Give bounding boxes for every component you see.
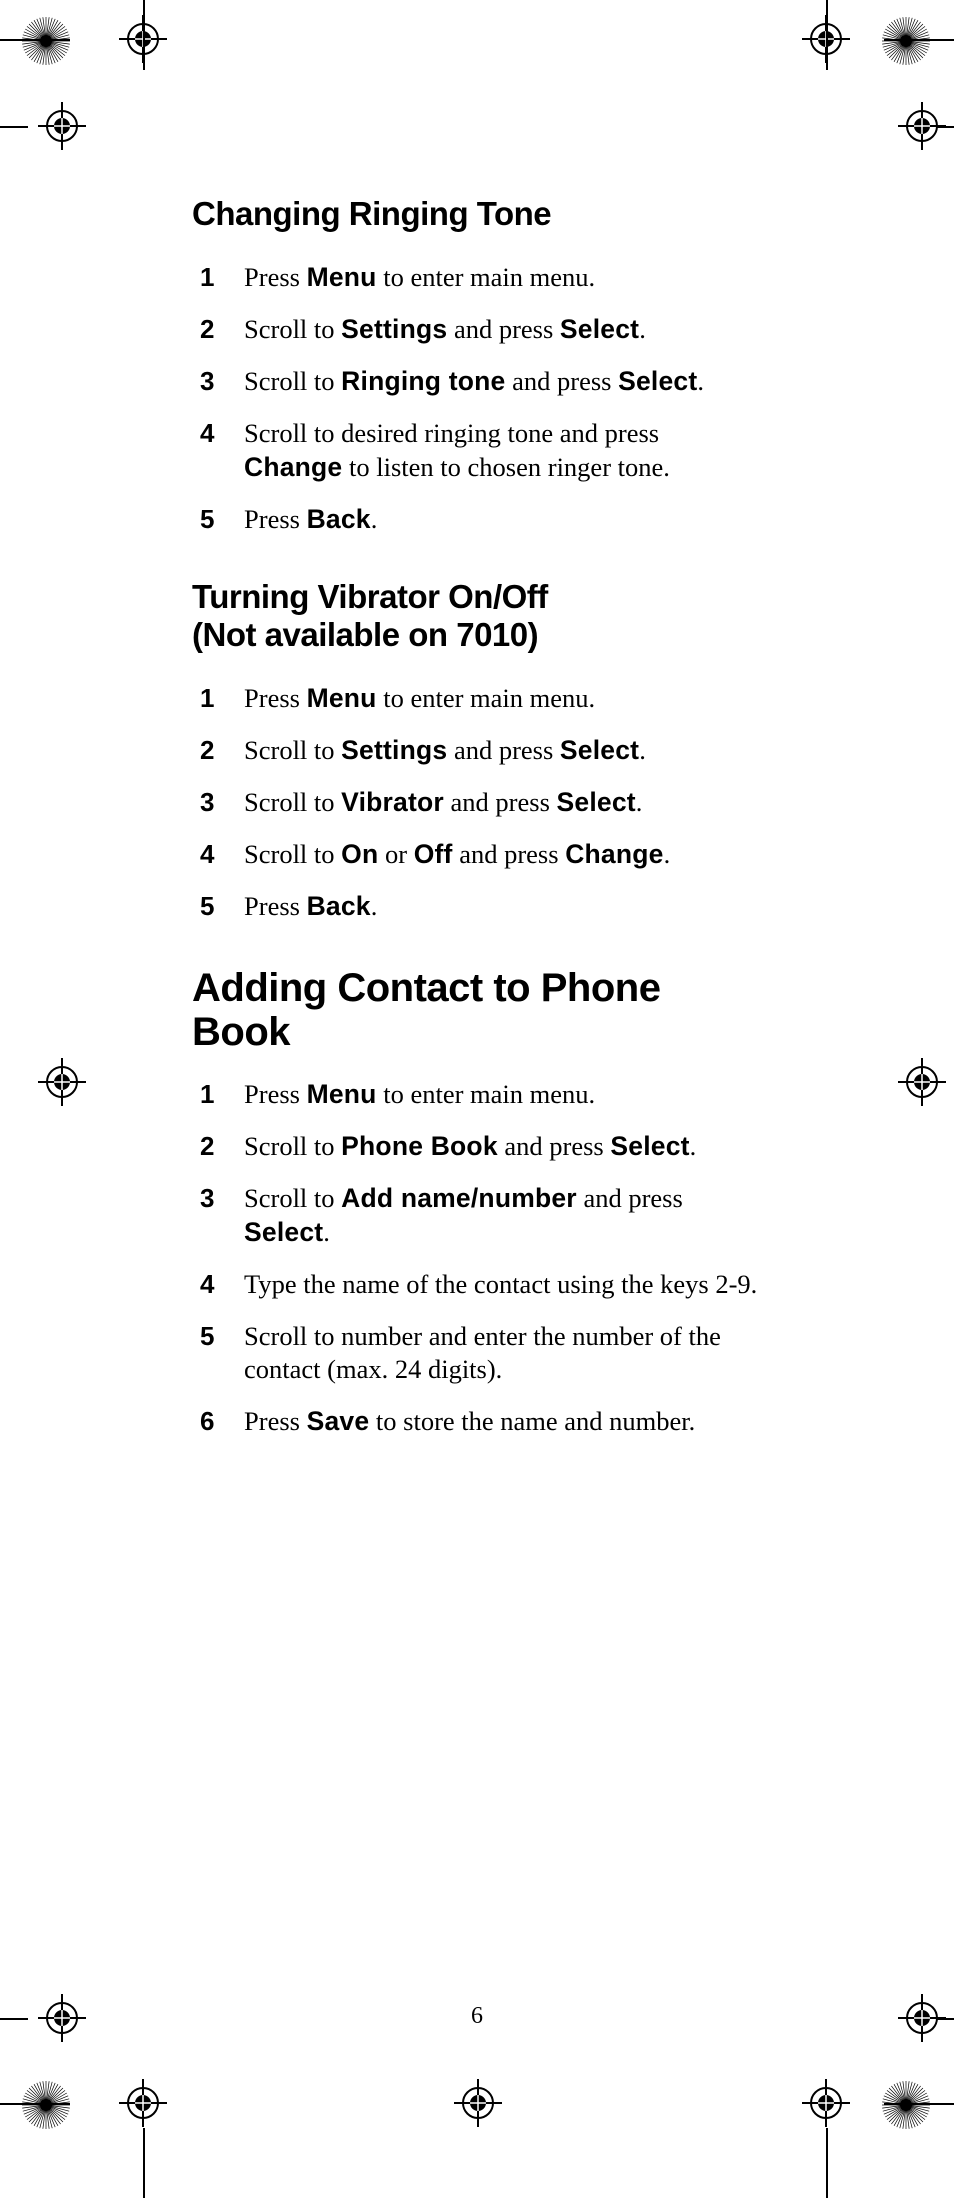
step-item: 5Scroll to number and enter the number o… — [192, 1320, 762, 1388]
crop-line — [826, 2128, 828, 2198]
step-number: 1 — [200, 1078, 214, 1111]
page-number: 6 — [0, 2003, 954, 2030]
step-list: 1Press Menu to enter main menu. 2Scroll t… — [192, 682, 762, 924]
registration-mark-icon — [38, 102, 86, 150]
sunburst-mark-icon — [20, 2079, 72, 2131]
page-content: Changing Ringing Tone 1Press Menu to ente… — [192, 195, 762, 1481]
button-label: Off — [414, 839, 453, 869]
button-label: Back — [307, 504, 371, 534]
button-label: Select — [610, 1131, 689, 1161]
registration-mark-icon — [119, 2079, 167, 2127]
button-label: Select — [560, 735, 639, 765]
button-label: Back — [307, 891, 371, 921]
sunburst-mark-icon — [20, 15, 72, 67]
step-number: 4 — [200, 1268, 214, 1301]
step-number: 2 — [200, 313, 214, 346]
crop-line — [936, 126, 954, 128]
crop-line — [0, 39, 70, 41]
sunburst-mark-icon — [880, 15, 932, 67]
step-number: 2 — [200, 734, 214, 767]
step-item: 5Press Back. — [192, 890, 762, 924]
button-label: Select — [618, 366, 697, 396]
sunburst-mark-icon — [880, 2079, 932, 2131]
step-number: 4 — [200, 417, 214, 450]
registration-mark-icon — [802, 2079, 850, 2127]
step-item: 3Scroll to Vibrator and press Select. — [192, 786, 762, 820]
step-number: 6 — [200, 1405, 214, 1438]
step-number: 3 — [200, 365, 214, 398]
step-item: 2Scroll to Settings and press Select. — [192, 313, 762, 347]
crop-line — [0, 2103, 70, 2105]
button-label: Vibrator — [341, 787, 444, 817]
section: Turning Vibrator On/Off(Not available on… — [192, 578, 762, 924]
step-number: 2 — [200, 1130, 214, 1163]
registration-mark-icon — [38, 1058, 86, 1106]
crop-line — [143, 2128, 145, 2198]
step-number: 5 — [200, 1320, 214, 1353]
step-number: 5 — [200, 503, 214, 536]
registration-mark-icon — [454, 2079, 502, 2127]
step-item: 6Press Save to store the name and number… — [192, 1405, 762, 1439]
button-label: Phone Book — [341, 1131, 498, 1161]
step-item: 4Scroll to On or Off and press Change. — [192, 838, 762, 872]
section-heading: Turning Vibrator On/Off(Not available on… — [192, 578, 762, 654]
section-heading: Changing Ringing Tone — [192, 195, 762, 233]
button-label: Add name/number — [341, 1183, 577, 1213]
step-number: 1 — [200, 682, 214, 715]
step-number: 3 — [200, 786, 214, 819]
button-label: Menu — [307, 1079, 377, 1109]
crop-line — [826, 0, 828, 70]
button-label: Ringing tone — [341, 366, 505, 396]
button-label: Menu — [307, 262, 377, 292]
step-item: 4Scroll to desired ringing tone and pres… — [192, 417, 762, 485]
button-label: Change — [244, 452, 342, 482]
step-item: 1Press Menu to enter main menu. — [192, 1078, 762, 1112]
button-label: Save — [307, 1406, 370, 1436]
button-label: Select — [557, 787, 636, 817]
button-label: Settings — [341, 314, 447, 344]
step-item: 3Scroll to Ringing tone and press Select… — [192, 365, 762, 399]
step-number: 1 — [200, 261, 214, 294]
step-list: 1Press Menu to enter main menu. 2Scroll t… — [192, 261, 762, 536]
step-item: 4Type the name of the contact using the … — [192, 1268, 762, 1302]
step-list: 1Press Menu to enter main menu. 2Scroll t… — [192, 1078, 762, 1439]
step-number: 5 — [200, 890, 214, 923]
section-heading: Adding Contact to Phone Book — [192, 966, 762, 1054]
button-label: On — [341, 839, 378, 869]
step-number: 3 — [200, 1182, 214, 1215]
step-item: 3Scroll to Add name/number and press Sel… — [192, 1182, 762, 1250]
section: Adding Contact to Phone Book 1Press Menu … — [192, 966, 762, 1439]
crop-line — [0, 126, 28, 128]
crop-line — [884, 39, 954, 41]
step-item: 2Scroll to Settings and press Select. — [192, 734, 762, 768]
step-item: 1Press Menu to enter main menu. — [192, 682, 762, 716]
section: Changing Ringing Tone 1Press Menu to ente… — [192, 195, 762, 536]
step-number: 4 — [200, 838, 214, 871]
crop-line — [143, 0, 145, 70]
button-label: Change — [565, 839, 663, 869]
step-item: 1Press Menu to enter main menu. — [192, 261, 762, 295]
crop-line — [884, 2103, 954, 2105]
step-item: 5Press Back. — [192, 503, 762, 537]
button-label: Menu — [307, 683, 377, 713]
registration-mark-icon — [898, 1058, 946, 1106]
button-label: Select — [560, 314, 639, 344]
button-label: Settings — [341, 735, 447, 765]
step-item: 2Scroll to Phone Book and press Select. — [192, 1130, 762, 1164]
button-label: Select — [244, 1217, 323, 1247]
